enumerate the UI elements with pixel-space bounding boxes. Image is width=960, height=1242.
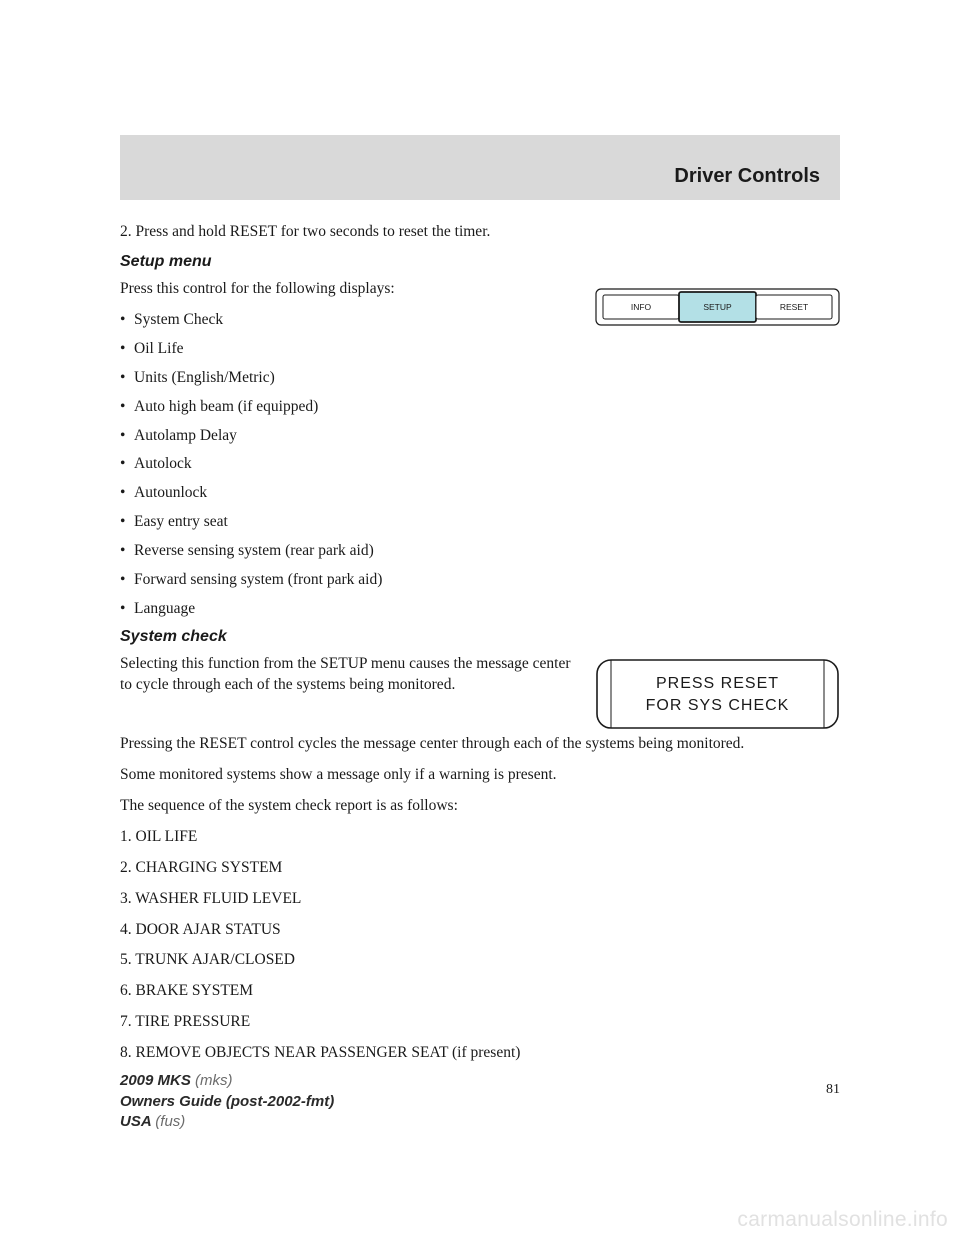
sequence-item: 8. REMOVE OBJECTS NEAR PASSENGER SEAT (i… (120, 1043, 840, 1064)
sequence-item: 7. TIRE PRESSURE (120, 1012, 840, 1033)
list-item: Reverse sensing system (rear park aid) (120, 541, 840, 562)
list-item: System Check (120, 310, 575, 331)
setup-menu-text: Press this control for the following dis… (120, 279, 575, 339)
setup-button-label: SETUP (703, 302, 732, 312)
setup-items-top: System Check (120, 310, 575, 331)
sequence-item: 6. BRAKE SYSTEM (120, 981, 840, 1002)
footer-line3: USA (fus) (120, 1112, 334, 1132)
system-check-para4: The sequence of the system check report … (120, 796, 840, 817)
reset-button-label: RESET (780, 302, 808, 312)
setup-items-rest: Oil Life Units (English/Metric) Auto hig… (120, 339, 840, 620)
list-item: Language (120, 599, 840, 620)
footer-block: 2009 MKS (mks) Owners Guide (post-2002-f… (120, 1071, 334, 1132)
manual-page: Driver Controls 2. Press and hold RESET … (0, 0, 960, 1098)
list-item: Easy entry seat (120, 512, 840, 533)
setup-menu-lead: Press this control for the following dis… (120, 279, 575, 300)
system-check-heading: System check (120, 628, 840, 646)
display-panel-graphic: PRESS RESET FOR SYS CHECK (595, 656, 840, 734)
watermark: carmanualsonline.info (737, 1208, 948, 1232)
system-check-para3: Some monitored systems show a message on… (120, 765, 840, 786)
list-item: Units (English/Metric) (120, 368, 840, 389)
section-title: Driver Controls (674, 165, 820, 188)
footer-region-code: (fus) (155, 1113, 185, 1130)
setup-menu-heading: Setup menu (120, 253, 840, 271)
footer-region: USA (120, 1113, 155, 1130)
footer-line2: Owners Guide (post-2002-fmt) (120, 1092, 334, 1112)
sequence-item: 4. DOOR AJAR STATUS (120, 920, 840, 941)
display-line2: FOR SYS CHECK (646, 697, 790, 714)
sequence-item: 2. CHARGING SYSTEM (120, 858, 840, 879)
system-check-row: Selecting this function from the SETUP m… (120, 654, 840, 734)
sequence-item: 3. WASHER FLUID LEVEL (120, 889, 840, 910)
system-check-para1: Selecting this function from the SETUP m… (120, 654, 575, 696)
footer-line1: 2009 MKS (mks) (120, 1071, 334, 1091)
button-panel-graphic: INFO SETUP RESET (595, 281, 840, 333)
system-check-para2: Pressing the RESET control cycles the me… (120, 734, 840, 755)
sequence-item: 1. OIL LIFE (120, 827, 840, 848)
list-item: Auto high beam (if equipped) (120, 397, 840, 418)
setup-menu-row: Press this control for the following dis… (120, 279, 840, 339)
sequence-item: 5. TRUNK AJAR/CLOSED (120, 950, 840, 971)
footer-model: 2009 MKS (120, 1072, 195, 1089)
intro-step: 2. Press and hold RESET for two seconds … (120, 222, 840, 243)
list-item: Autounlock (120, 483, 840, 504)
list-item: Oil Life (120, 339, 840, 360)
display-line1: PRESS RESET (656, 675, 779, 692)
list-item: Autolock (120, 454, 840, 475)
footer-model-code: (mks) (195, 1072, 233, 1089)
footer-guide: Owners Guide (post-2002-fmt) (120, 1093, 334, 1110)
list-item: Autolamp Delay (120, 426, 840, 447)
info-button-label: INFO (631, 302, 652, 312)
section-header: Driver Controls (120, 135, 840, 200)
list-item: Forward sensing system (front park aid) (120, 570, 840, 591)
system-check-text: Selecting this function from the SETUP m… (120, 654, 575, 706)
